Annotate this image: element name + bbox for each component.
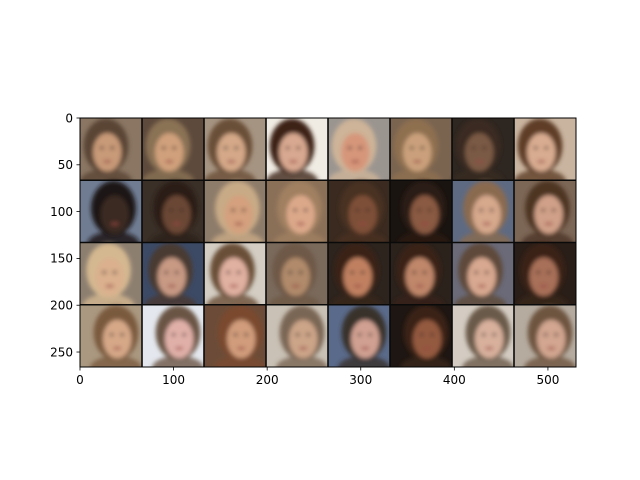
y-tick-label: 100 xyxy=(50,205,73,219)
y-tick-label: 150 xyxy=(50,252,73,266)
face-tile xyxy=(142,304,205,367)
y-tick-label: 0 xyxy=(65,111,73,125)
face-tile xyxy=(452,242,515,319)
face-tile xyxy=(514,118,576,194)
face-tile xyxy=(80,304,143,367)
face-tile xyxy=(390,242,453,319)
y-tick-label: 250 xyxy=(50,345,73,359)
x-tick-label: 400 xyxy=(443,373,466,387)
face-tile xyxy=(328,118,391,194)
face-tile xyxy=(452,304,515,367)
face-tile xyxy=(142,118,205,194)
face-tile xyxy=(452,180,515,257)
face-tile xyxy=(514,304,576,367)
x-tick-label: 0 xyxy=(76,373,84,387)
face-tile xyxy=(204,118,267,194)
face-tile xyxy=(328,304,391,367)
face-mosaic-image xyxy=(80,118,576,367)
x-tick-label: 200 xyxy=(256,373,279,387)
face-tile xyxy=(204,304,267,367)
axes: 0 100 200 300 400 500 0 50 100 150 200 250 xyxy=(50,111,577,387)
face-tile xyxy=(204,180,267,257)
axes-frame xyxy=(79,117,577,368)
face-tile xyxy=(514,180,576,257)
x-tick-label: 100 xyxy=(162,373,185,387)
y-tick-label: 200 xyxy=(50,299,73,313)
face-tile xyxy=(204,242,267,319)
y-tick-label: 50 xyxy=(58,158,73,172)
x-tick-label: 500 xyxy=(536,373,559,387)
face-tile xyxy=(390,180,453,257)
face-tile xyxy=(266,304,329,367)
x-tick-label: 300 xyxy=(349,373,372,387)
face-tile xyxy=(80,118,143,194)
face-tile xyxy=(390,304,453,367)
